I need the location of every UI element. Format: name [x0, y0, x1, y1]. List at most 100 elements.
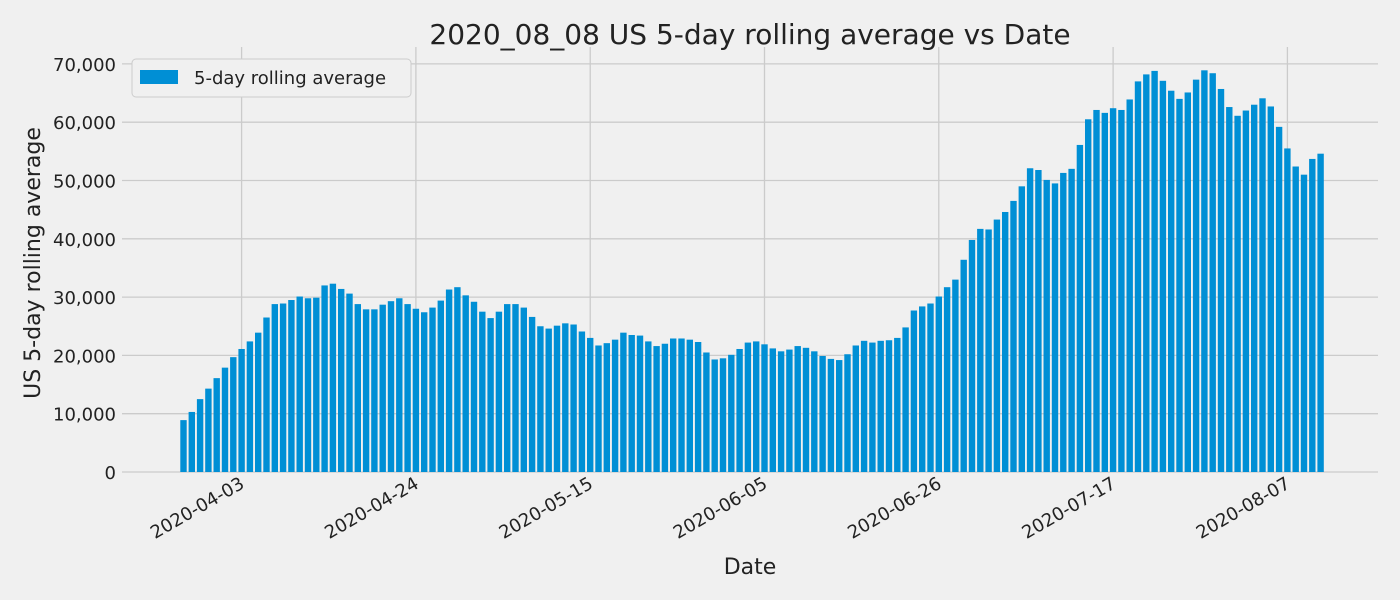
bar	[1060, 172, 1067, 472]
bar	[761, 344, 768, 472]
bar	[1201, 70, 1208, 473]
legend: 5-day rolling average	[131, 58, 412, 98]
bar	[1209, 73, 1216, 472]
bar	[1035, 170, 1042, 473]
legend-swatch	[140, 70, 178, 84]
bar	[1275, 126, 1283, 472]
y-ticks: 0 10,000 20,000 30,000 40,000 50,000 60,000 70,…	[53, 55, 116, 484]
bar	[819, 355, 826, 472]
bar	[371, 309, 378, 472]
bar	[869, 342, 876, 472]
bar	[1176, 98, 1183, 472]
bar	[562, 323, 569, 472]
y-tick-label: 30,000	[53, 288, 116, 309]
bar	[993, 219, 1001, 472]
bar	[877, 340, 884, 472]
legend-label: 5-day rolling average	[194, 68, 386, 89]
bar	[180, 420, 187, 472]
y-tick-label: 40,000	[53, 230, 116, 251]
bar	[304, 298, 312, 472]
bar	[852, 345, 859, 472]
bar	[678, 338, 685, 472]
bar	[711, 359, 718, 472]
bar	[230, 357, 237, 472]
bar	[661, 343, 669, 472]
bar	[412, 308, 420, 472]
bar	[885, 340, 893, 472]
bar	[445, 289, 453, 472]
bar	[786, 349, 793, 472]
bar	[520, 307, 527, 472]
bar	[221, 367, 229, 472]
bar	[1226, 107, 1233, 473]
bar	[1126, 99, 1133, 472]
bar	[935, 296, 942, 472]
bar	[694, 341, 702, 472]
bar	[537, 326, 544, 472]
bar	[263, 317, 270, 472]
bar	[578, 331, 586, 472]
bar	[894, 337, 901, 472]
bar	[728, 354, 735, 472]
bar	[802, 347, 810, 472]
bar	[611, 339, 619, 472]
bar	[645, 341, 652, 472]
bar	[777, 351, 785, 472]
bar	[379, 304, 386, 472]
bar	[960, 259, 967, 472]
bar	[794, 346, 801, 472]
bar	[603, 343, 610, 472]
bars	[180, 70, 1324, 473]
y-tick-label: 70,000	[53, 55, 116, 76]
y-tick-label: 10,000	[53, 405, 116, 426]
bar	[1051, 183, 1059, 473]
bar	[1043, 179, 1050, 473]
bar	[462, 295, 469, 472]
chart-title: 2020_08_08 US 5-day rolling average vs D…	[429, 18, 1070, 51]
bar	[927, 303, 934, 472]
bar	[255, 332, 262, 472]
bar	[744, 342, 752, 472]
bar	[288, 300, 295, 472]
y-tick-label: 20,000	[53, 346, 116, 367]
bar	[943, 287, 951, 472]
bar	[495, 311, 503, 472]
bar	[860, 340, 868, 472]
bar	[670, 338, 677, 472]
bar	[545, 328, 552, 472]
bar	[512, 304, 519, 472]
bar	[1267, 106, 1274, 473]
bar	[985, 229, 992, 472]
bar	[1242, 110, 1250, 472]
bar	[396, 298, 403, 472]
bar	[836, 360, 843, 472]
bar	[246, 341, 254, 472]
bar	[188, 411, 195, 472]
bar	[1300, 174, 1308, 473]
bar	[719, 358, 727, 472]
bar	[429, 307, 436, 472]
bar	[1068, 168, 1075, 472]
bar	[736, 348, 743, 472]
bar	[354, 304, 361, 472]
bar	[1101, 112, 1108, 472]
bar	[919, 306, 926, 472]
bar	[213, 378, 220, 472]
bar	[587, 337, 594, 472]
bar	[238, 348, 245, 472]
bar	[196, 399, 204, 472]
bar	[454, 287, 461, 472]
bar	[338, 288, 345, 472]
y-tick-label: 60,000	[53, 113, 116, 134]
bar	[686, 339, 693, 472]
bar	[1093, 109, 1100, 472]
x-axis-label: Date	[724, 555, 777, 580]
bar	[1151, 70, 1158, 473]
bar	[1192, 79, 1200, 473]
bar	[553, 325, 561, 472]
bar	[346, 293, 353, 472]
bar	[271, 304, 278, 472]
bar	[437, 300, 444, 472]
